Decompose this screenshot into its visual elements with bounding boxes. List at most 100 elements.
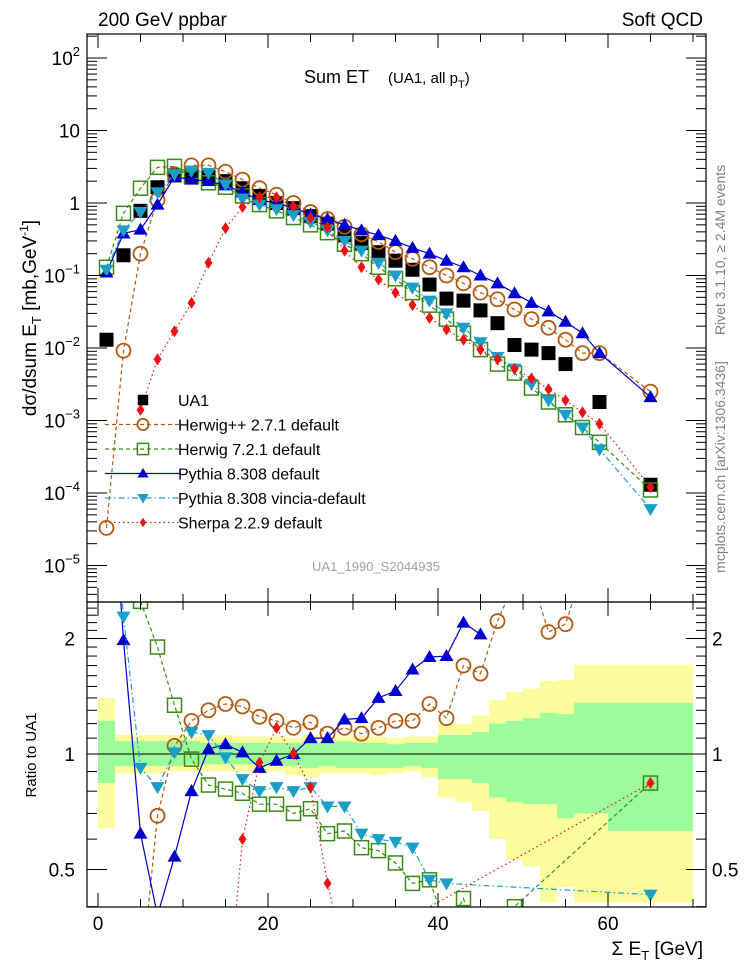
ratio-series-sherpa-2-2-9-default [235,721,655,961]
data-point [153,353,162,366]
axes-group: 0 20 40 60 10−5 10−4 10−3 10−2 10−1 1 10 102 0.5 0.5 1… [44,33,738,935]
ratio-point [646,777,655,790]
legend-marker [139,517,147,528]
y-tick-label: 10−5 [44,552,80,578]
ratio-point [489,613,506,630]
data-point [578,406,587,419]
data-point [456,322,471,335]
data-point [592,346,607,359]
ratio-point [642,775,659,791]
data-point [459,333,468,346]
data-point [115,205,132,222]
chart-subtitle: (UA1, all pT) [388,70,470,91]
data-point [371,228,386,241]
ratio-point [455,890,472,907]
ratio-point [149,639,166,655]
main-series-group [98,157,659,536]
data-point [184,172,199,185]
stat-band-bin [523,718,540,805]
ratio-point [354,828,369,841]
legend-marker [137,467,149,478]
ratio-point [421,696,438,712]
ratio-point [643,889,658,902]
data-point [133,222,148,235]
ratio-y-tick-label-right: 0.5 [712,861,738,882]
data-point [408,299,417,312]
data-point [201,167,216,180]
ratio-point [404,712,421,729]
ratio-point [234,785,251,802]
data-point [337,217,352,230]
stat-band-bin [370,742,387,768]
data-point [320,212,335,225]
data-point [405,282,420,295]
legend-entry: Herwig++ 2.7.1 default [105,418,340,435]
data-point [643,390,658,403]
series-sherpa-2-2-9-default [136,191,655,494]
data-point [388,233,403,246]
ratio-point [167,747,182,760]
data-point [524,378,539,391]
ratio-point [525,570,539,584]
ratio-point [150,782,165,795]
ratio-point [235,774,250,787]
data-point [167,169,182,182]
data-point [132,245,149,262]
legend-label: Herwig++ 2.7.1 default [178,418,340,435]
header-right: Soft QCD [622,10,703,31]
data-point [357,261,366,274]
ratio-y-tick-label: 2 [64,630,75,651]
ratio-point [337,712,352,725]
data-point [99,264,114,277]
data-point [422,246,437,259]
data-point [472,284,489,301]
data-point [507,286,522,299]
data-point [354,245,369,258]
data-point [115,342,132,359]
data-point [422,295,437,308]
data-point [289,200,298,213]
ratio-point [341,949,349,961]
legend-entry: Sherpa 2.2.9 default [105,516,323,533]
ratio-point [217,696,234,712]
data-point [558,314,573,327]
data-point [493,353,502,366]
data-point [337,235,352,248]
data-point [340,244,349,257]
stat-band-bin [302,742,319,768]
legend-marker [136,442,150,456]
ratio-point [201,730,216,743]
ratio-point [473,627,488,640]
ratio-point [235,745,250,758]
y-tick-label: 102 [52,44,80,70]
data-point [323,221,332,234]
data-point [473,337,488,350]
ratio-point [405,842,420,855]
data-point [116,225,131,238]
data-point [507,337,522,352]
ratio-point [238,833,247,846]
data-point [272,191,281,204]
data-point [456,293,471,308]
legend-marker [137,394,149,406]
data-point [541,395,556,408]
ratio-point [439,878,454,891]
x-tick-label: 40 [427,914,448,935]
ratio-y-tick-label: 1 [64,745,75,766]
data-point [442,323,451,336]
legend-label: Herwig 7.2.1 default [178,442,321,459]
ratio-point [133,826,148,839]
stat-band-bin [98,720,115,784]
ratio-series-pythia-8-308-vincia-default [116,602,658,902]
ratio-point [268,796,285,812]
y-tick-label: 1 [69,194,80,215]
legend-label: Pythia 8.308 vincia-default [178,491,366,508]
ratio-point [272,721,281,734]
ratio-point [337,801,352,814]
data-point [405,240,420,253]
rivet-version-label: Rivet 3.1.10, ≥ 2.4M events [712,165,728,335]
ratio-point [557,616,574,633]
ratio-point [200,702,217,719]
ratio-series-herwig-2-7-1-default [147,570,574,907]
ratio-point [455,657,472,674]
